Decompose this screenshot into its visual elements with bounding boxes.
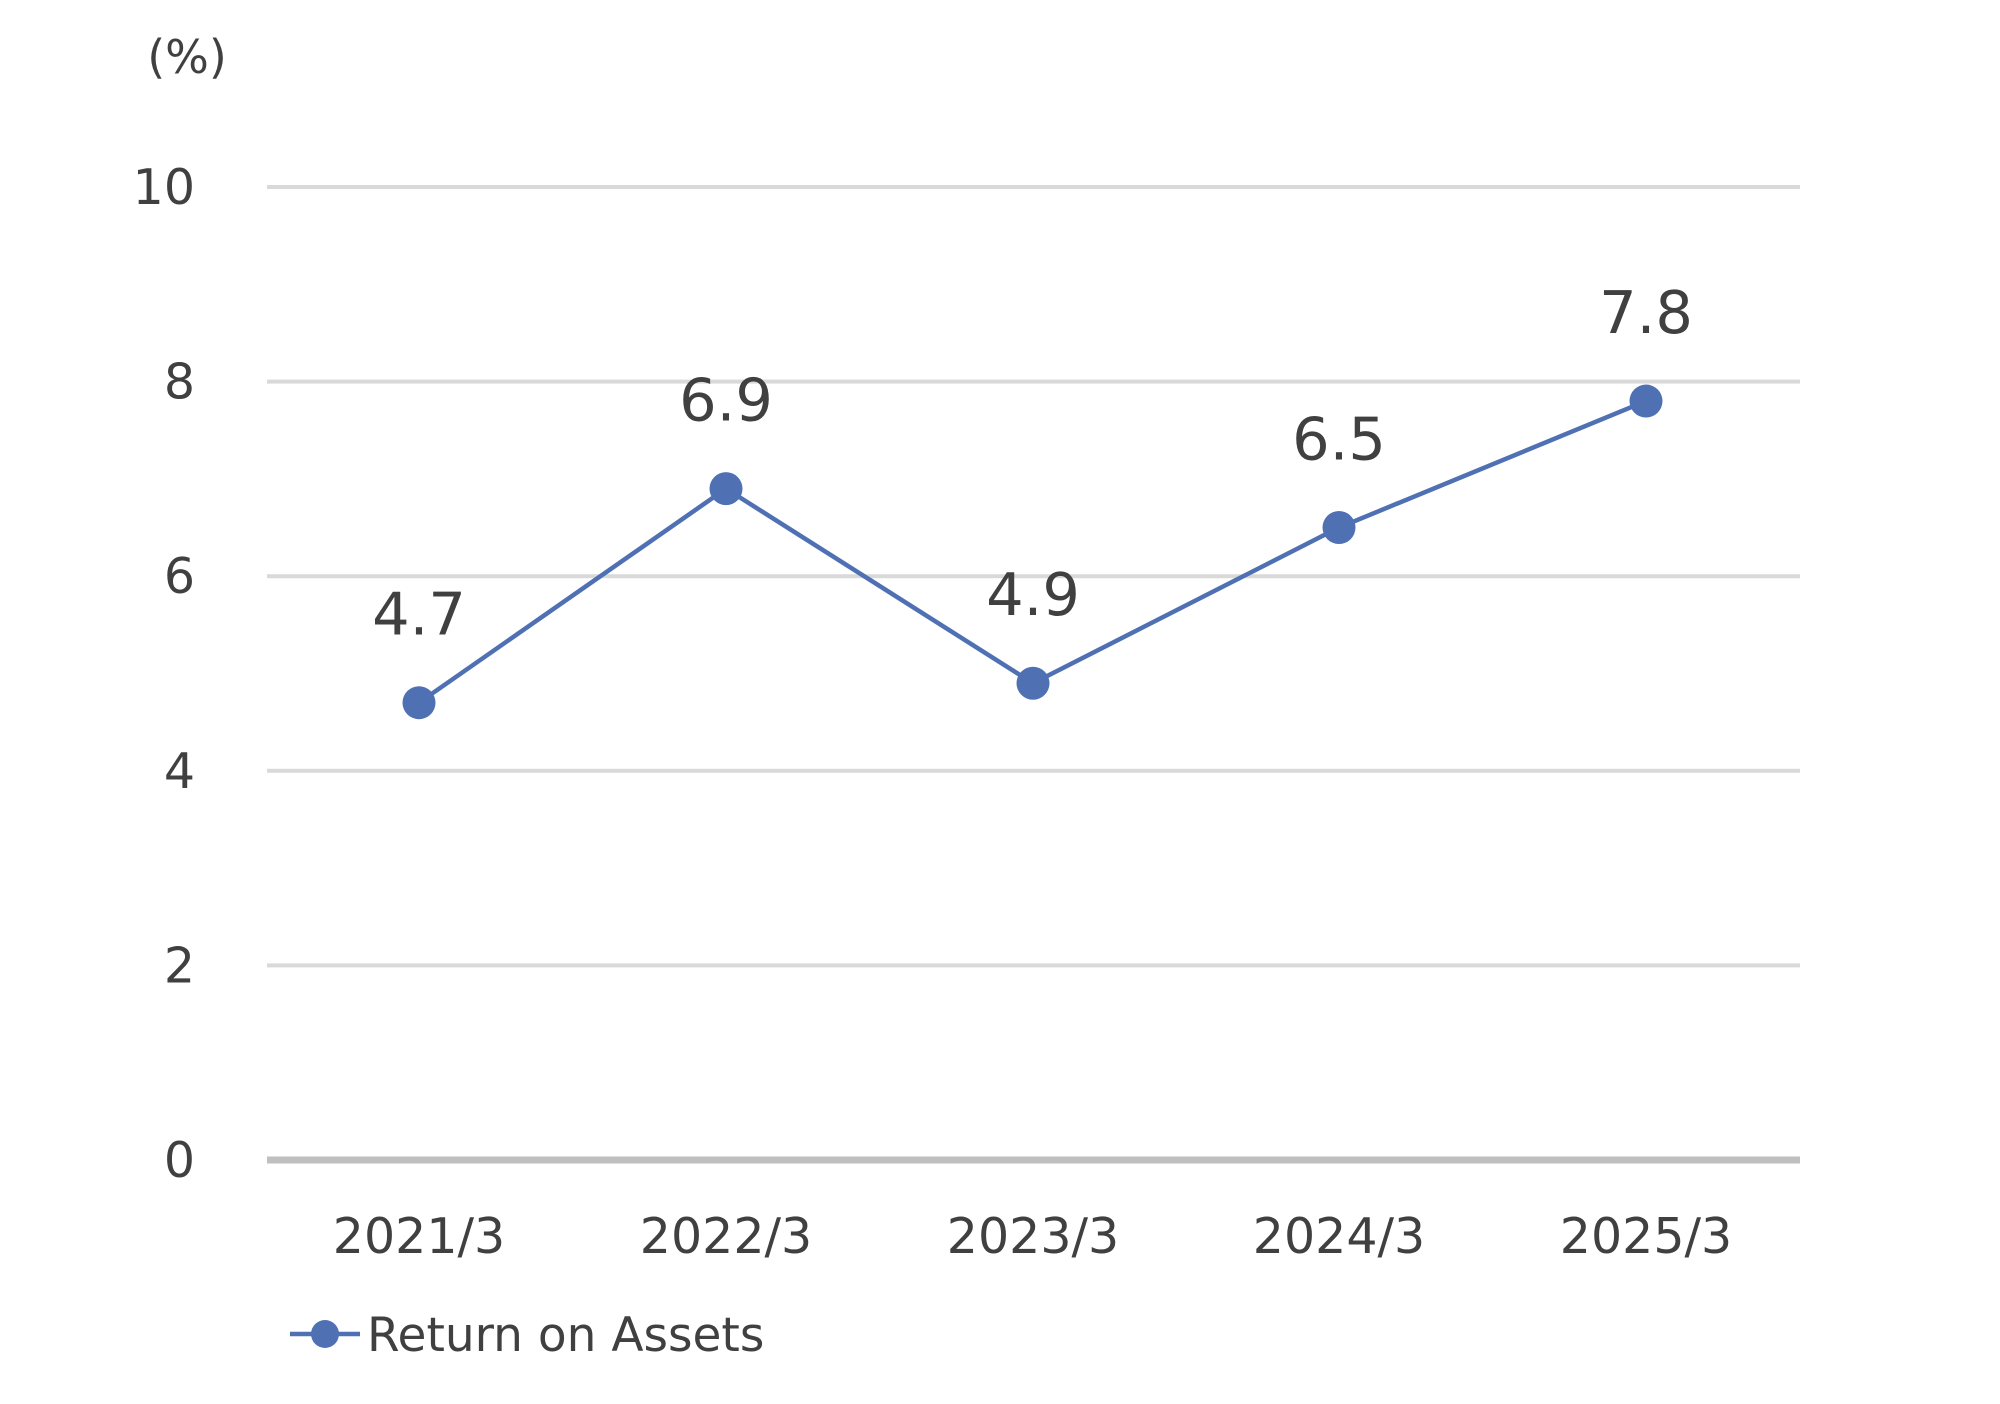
data-point — [1016, 666, 1050, 700]
data-label: 6.9 — [679, 366, 773, 435]
x-tick-label: 2022/3 — [640, 1208, 812, 1265]
legend-label: Return on Assets — [367, 1308, 764, 1363]
series-line — [417, 398, 1647, 705]
y-axis: 0 2 4 6 8 10 — [133, 159, 195, 1189]
legend: Return on Assets — [290, 1308, 764, 1363]
y-tick-label: 6 — [164, 548, 195, 605]
x-tick-label: 2023/3 — [947, 1208, 1119, 1265]
y-tick-label: 2 — [164, 937, 195, 994]
data-label: 4.7 — [372, 580, 466, 649]
data-point — [1629, 384, 1663, 418]
legend-marker — [311, 1320, 339, 1348]
data-label: 7.8 — [1599, 278, 1693, 347]
y-tick-label: 8 — [164, 354, 195, 411]
data-point — [709, 472, 743, 506]
x-axis: 2021/3 2022/3 2023/3 2024/3 2025/3 — [333, 1208, 1732, 1265]
x-tick-label: 2025/3 — [1560, 1208, 1732, 1265]
x-tick-label: 2021/3 — [333, 1208, 505, 1265]
data-label: 4.9 — [986, 560, 1080, 629]
y-tick-label: 0 — [164, 1132, 195, 1189]
y-axis-unit-label: (%) — [147, 30, 227, 84]
data-label: 6.5 — [1292, 405, 1386, 474]
y-tick-label: 4 — [164, 743, 195, 800]
gridlines — [267, 185, 1800, 1164]
data-labels: 4.7 6.9 4.9 6.5 7.8 — [372, 278, 1693, 649]
x-tick-label: 2024/3 — [1253, 1208, 1425, 1265]
data-point — [1322, 511, 1356, 545]
series-layer — [402, 384, 1663, 720]
y-tick-label: 10 — [133, 159, 195, 216]
data-point — [402, 686, 436, 720]
